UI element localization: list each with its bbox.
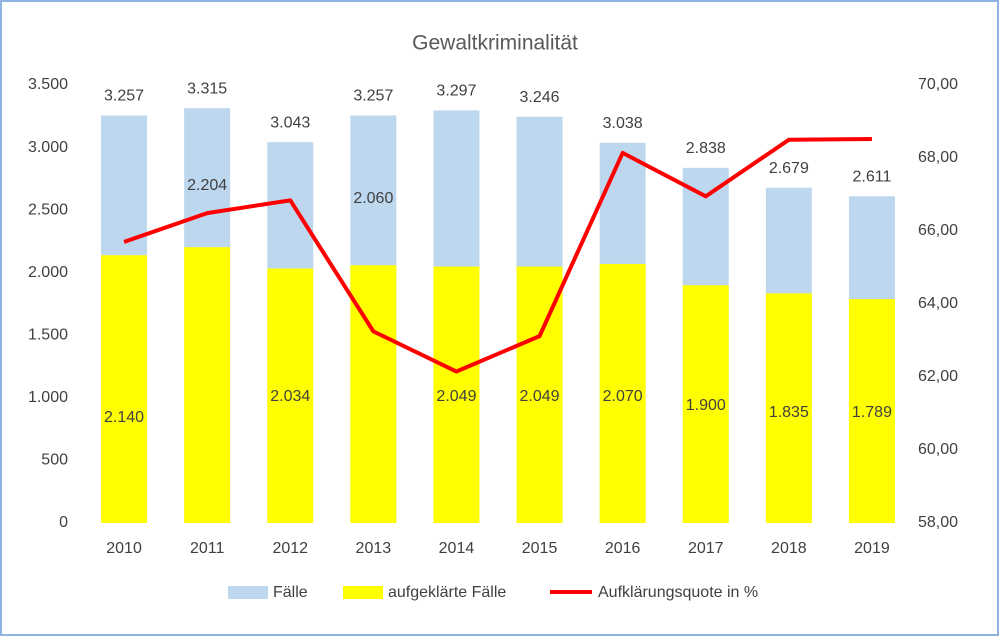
bar xyxy=(267,268,314,523)
data-label: 2.034 xyxy=(270,388,310,405)
y-tick-label: 2.000 xyxy=(28,264,68,281)
x-tick-label: 2014 xyxy=(439,540,475,557)
data-label: 2.049 xyxy=(520,388,560,405)
y-tick-label: 0 xyxy=(59,514,68,531)
bar xyxy=(765,293,812,523)
data-label: 1.789 xyxy=(852,404,892,421)
data-label: 2.838 xyxy=(686,140,726,157)
data-label: 2.679 xyxy=(769,160,809,177)
bar xyxy=(184,247,231,523)
data-label: 3.257 xyxy=(353,88,393,105)
data-label: 3.246 xyxy=(520,89,560,106)
data-label: 1.835 xyxy=(769,404,809,421)
x-tick-label: 2015 xyxy=(522,540,558,557)
legend-swatch xyxy=(228,586,268,599)
line xyxy=(123,137,872,374)
x-tick-label: 2013 xyxy=(356,540,392,557)
data-label: 3.315 xyxy=(187,80,227,97)
y2-tick-label: 68,00 xyxy=(918,149,958,166)
legend-label: Aufklärungsquote in % xyxy=(598,584,758,601)
data-label: 2.204 xyxy=(187,177,227,194)
data-label: 2.070 xyxy=(603,388,643,405)
legend-label: aufgeklärte Fälle xyxy=(388,584,506,601)
y2-tick-label: 70,00 xyxy=(918,76,958,93)
y-tick-label: 3.000 xyxy=(28,139,68,156)
y2-tick-label: 62,00 xyxy=(918,368,958,385)
bar xyxy=(848,299,895,523)
bar xyxy=(433,266,480,523)
x-tick-label: 2019 xyxy=(854,540,890,557)
data-label: 3.038 xyxy=(603,115,643,132)
bar xyxy=(682,285,729,523)
x-tick-label: 2010 xyxy=(106,540,142,557)
x-tick-label: 2017 xyxy=(688,540,724,557)
y2-tick-label: 64,00 xyxy=(918,295,958,312)
y2-tick-label: 58,00 xyxy=(918,514,958,531)
data-label: 2.049 xyxy=(436,388,476,405)
data-label: 2.611 xyxy=(853,168,892,185)
data-label: 3.043 xyxy=(270,114,310,131)
bar xyxy=(516,266,563,523)
bar xyxy=(101,255,148,524)
x-tick-label: 2011 xyxy=(190,540,225,557)
chart-title: Gewaltkriminalität xyxy=(412,32,578,55)
x-tick-label: 2018 xyxy=(771,540,807,557)
bar xyxy=(599,263,646,523)
y2-tick-label: 60,00 xyxy=(918,441,958,458)
y2-tick-label: 66,00 xyxy=(918,222,958,239)
data-label: 2.140 xyxy=(104,409,144,426)
data-label: 3.257 xyxy=(104,88,144,105)
data-label: 3.297 xyxy=(436,83,476,100)
legend-label: Fälle xyxy=(273,584,308,601)
y-tick-label: 2.500 xyxy=(28,201,68,218)
x-tick-label: 2016 xyxy=(605,540,641,557)
data-label: 1.900 xyxy=(686,397,726,414)
y-tick-label: 1.500 xyxy=(28,327,68,344)
y-tick-label: 1.000 xyxy=(28,389,68,406)
data-label: 2.060 xyxy=(353,190,393,207)
y-tick-label: 500 xyxy=(41,452,68,469)
legend-swatch xyxy=(343,586,383,599)
y-tick-label: 3.500 xyxy=(28,76,68,93)
x-tick-label: 2012 xyxy=(272,540,308,557)
